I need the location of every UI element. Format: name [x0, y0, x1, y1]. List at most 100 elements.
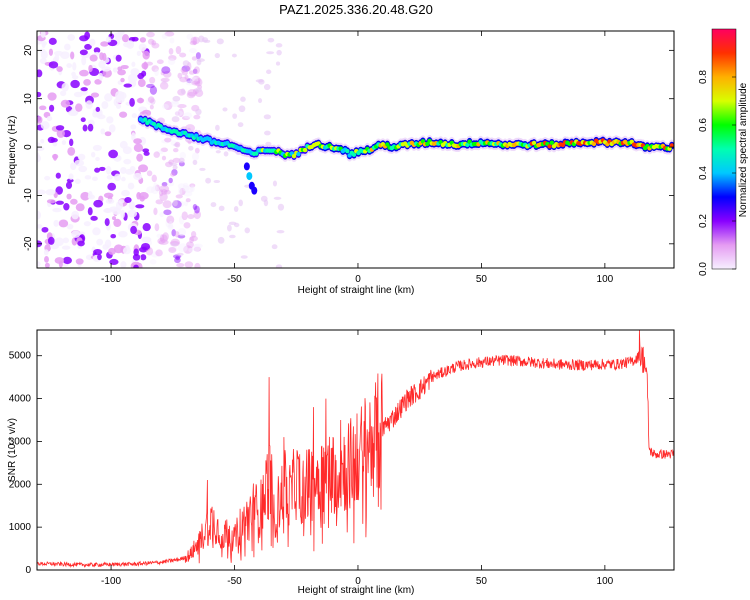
noise-blob: [127, 209, 138, 218]
noise-blob: [151, 40, 157, 46]
noise-blob: [192, 243, 201, 252]
noise-blob: [54, 257, 65, 264]
noise-blob: [37, 91, 42, 98]
noise-blob: [104, 131, 112, 137]
noise-blob: [81, 56, 87, 66]
noise-blob: [199, 167, 206, 171]
noise-blob: [194, 205, 200, 214]
noise-blob: [53, 219, 59, 227]
noise-blob: [67, 146, 76, 156]
noise-blob: [263, 130, 271, 136]
noise-blob: [60, 90, 67, 97]
noise-blob: [100, 128, 106, 135]
noise-blob: [132, 253, 141, 261]
noise-blob: [218, 205, 225, 212]
snr-y-tick-label: 3000: [9, 436, 32, 447]
noise-blob: [70, 198, 78, 205]
noise-blob: [129, 165, 136, 173]
noise-blob: [149, 76, 156, 84]
noise-blob: [45, 189, 56, 196]
noise-blob: [70, 79, 80, 89]
noise-blob: [47, 236, 55, 245]
noise-blob: [105, 165, 112, 175]
noise-blob: [40, 139, 45, 144]
noise-blob: [156, 59, 164, 65]
spectrogram-x-tick-label: 50: [476, 274, 488, 285]
noise-blob: [120, 261, 127, 268]
noise-blob: [189, 185, 195, 193]
colorbar-tick-label: 0.8: [698, 70, 709, 84]
noise-blob: [198, 35, 205, 43]
noise-blob: [121, 176, 126, 182]
noise-blob: [126, 40, 135, 49]
noise-blob: [163, 209, 172, 216]
noise-blob: [178, 200, 185, 207]
noise-blob: [39, 48, 46, 53]
noise-blob: [131, 132, 136, 141]
noise-blob: [165, 218, 171, 228]
noise-blob: [177, 183, 186, 190]
noise-blob: [124, 196, 132, 203]
noise-blob: [68, 173, 74, 180]
noise-blob: [61, 140, 67, 145]
noise-blob: [67, 34, 76, 41]
noise-blob: [162, 232, 169, 241]
noise-blob: [186, 91, 196, 99]
noise-blob: [93, 47, 101, 54]
noise-blob: [266, 51, 275, 55]
noise-blob: [159, 81, 169, 90]
snr-y-tick-label: 5000: [9, 351, 32, 362]
noise-blob: [108, 124, 116, 133]
noise-blob: [143, 151, 150, 156]
noise-blob: [151, 174, 157, 183]
noise-blob: [180, 67, 186, 73]
noise-blob: [55, 200, 64, 205]
noise-blob: [104, 208, 111, 213]
noise-blob: [192, 37, 198, 46]
noise-blob: [70, 51, 75, 60]
noise-blob: [189, 40, 197, 46]
noise-blob: [263, 83, 271, 91]
signal-core-cell: [385, 142, 390, 147]
noise-blob: [216, 38, 224, 45]
noise-blob: [180, 88, 186, 95]
noise-blob: [107, 182, 117, 191]
noise-blob: [166, 215, 175, 224]
noise-blob: [213, 179, 221, 184]
noise-blob: [120, 77, 125, 83]
noise-blob: [181, 115, 190, 121]
noise-blob: [73, 91, 83, 98]
noise-blob: [131, 61, 136, 67]
noise-blob: [160, 77, 170, 83]
noise-blob: [118, 230, 128, 238]
noise-blob: [74, 178, 81, 185]
noise-blob: [187, 214, 195, 220]
noise-blob: [121, 189, 130, 197]
noise-blob: [150, 251, 160, 258]
noise-blob: [127, 73, 138, 83]
noise-blob: [172, 199, 178, 207]
snr-series-line: [37, 330, 674, 568]
noise-blob: [195, 108, 202, 116]
noise-blob: [110, 234, 117, 239]
noise-blob: [171, 116, 180, 123]
noise-blob: [182, 182, 189, 188]
noise-blob: [46, 199, 56, 204]
snr-x-tick-label: 0: [355, 576, 361, 587]
noise-blob: [172, 95, 181, 102]
spectrogram-y-tick-label: 0: [23, 144, 34, 150]
signal-core-cell: [207, 136, 212, 142]
noise-blob: [174, 231, 180, 238]
noise-blob: [130, 225, 137, 235]
noise-blob: [194, 147, 200, 154]
noise-blob: [223, 151, 229, 157]
noise-blob: [173, 143, 179, 147]
noise-blob: [37, 146, 45, 151]
snr-x-tick-label: -50: [227, 576, 242, 587]
noise-blob: [161, 66, 171, 74]
noise-blob: [170, 172, 176, 177]
noise-blob: [186, 241, 194, 249]
noise-blob: [153, 151, 160, 158]
noise-blob: [115, 54, 122, 62]
